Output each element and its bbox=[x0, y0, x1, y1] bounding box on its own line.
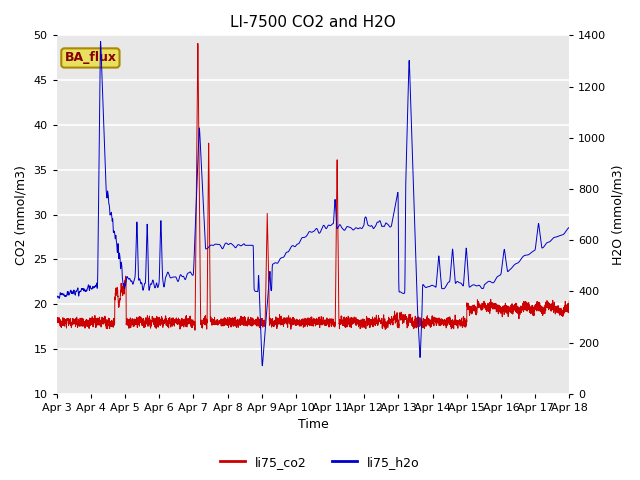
X-axis label: Time: Time bbox=[298, 419, 328, 432]
Y-axis label: H2O (mmol/m3): H2O (mmol/m3) bbox=[612, 164, 625, 265]
Text: BA_flux: BA_flux bbox=[65, 51, 116, 64]
Legend: li75_co2, li75_h2o: li75_co2, li75_h2o bbox=[215, 451, 425, 474]
Y-axis label: CO2 (mmol/m3): CO2 (mmol/m3) bbox=[15, 165, 28, 264]
Title: LI-7500 CO2 and H2O: LI-7500 CO2 and H2O bbox=[230, 15, 396, 30]
